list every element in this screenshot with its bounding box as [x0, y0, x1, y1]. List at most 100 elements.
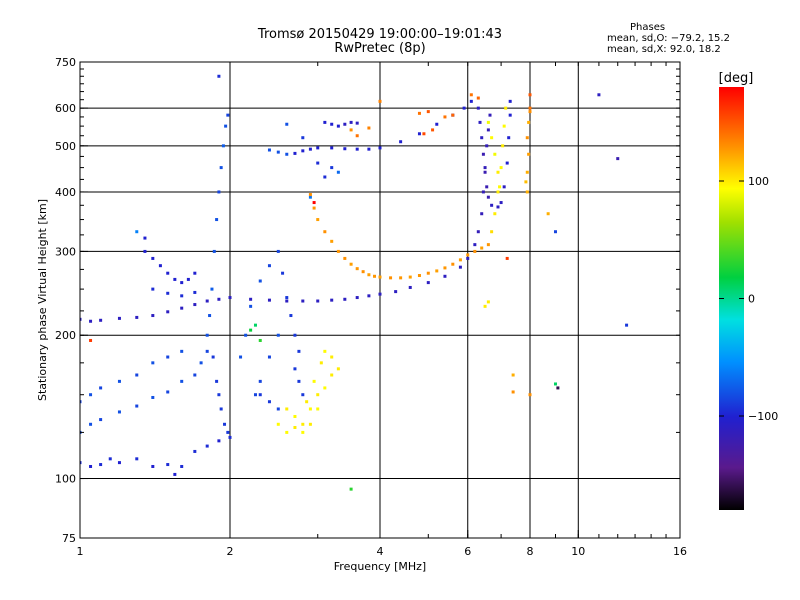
scatter-point: [226, 113, 230, 117]
scatter-point: [293, 151, 297, 155]
scatter-point: [399, 276, 403, 280]
scatter-point: [597, 93, 601, 97]
scatter-point: [211, 355, 215, 359]
scatter-point: [336, 170, 340, 174]
scatter-point: [466, 253, 470, 257]
scatter-point: [426, 281, 430, 285]
scatter-point: [166, 355, 170, 359]
scatter-point: [443, 274, 447, 278]
scatter-point: [480, 212, 484, 216]
scatter-point: [511, 373, 515, 377]
scatter-point: [301, 430, 305, 434]
scatter-point: [253, 393, 257, 397]
scatter-point: [486, 128, 490, 132]
scatter-point: [316, 407, 320, 411]
scatter-point: [308, 193, 312, 197]
scatter-point: [293, 414, 297, 418]
scatter-point: [490, 203, 494, 207]
scatter-point: [99, 318, 103, 322]
scatter-point: [312, 201, 316, 205]
x-tick-label: 16: [673, 545, 687, 558]
scatter-point: [199, 361, 203, 365]
scatter-point: [330, 122, 334, 126]
scatter-point: [476, 106, 480, 110]
scatter-point: [166, 271, 170, 275]
colorbar-ticks: 100 0 −100: [719, 175, 778, 423]
scatter-point: [151, 314, 155, 318]
scatter-point: [180, 349, 184, 353]
scatter-point: [349, 120, 353, 124]
scatter-point: [219, 407, 223, 411]
phase-stats-x-mode: mean, sd,X: 92.0, 18.2: [607, 44, 721, 55]
scatter-point: [546, 212, 550, 216]
scatter-point: [323, 120, 327, 124]
grid-lines: [80, 62, 680, 538]
scatter-point: [525, 190, 529, 194]
scatter-point: [553, 230, 557, 234]
scatter-point: [193, 303, 197, 307]
scatter-point: [443, 266, 447, 270]
scatter-point: [527, 120, 531, 124]
scatter-point: [117, 410, 121, 414]
scatter-point: [378, 275, 382, 279]
scatter-point: [504, 106, 508, 110]
scatter-point: [316, 393, 320, 397]
scatter-point: [219, 166, 223, 170]
scatter-point: [355, 147, 359, 151]
scatter-point: [293, 367, 297, 371]
scatter-point: [267, 264, 271, 268]
scatter-point: [486, 300, 490, 304]
scatter-point: [108, 457, 112, 461]
scatter-point: [217, 297, 221, 301]
scatter-point: [330, 298, 334, 302]
scatter-point: [276, 407, 280, 411]
scatter-point: [166, 463, 170, 467]
scatter-point: [258, 393, 262, 397]
scatter-point: [80, 317, 82, 321]
scatter-point: [355, 134, 359, 138]
scatter-point: [431, 128, 435, 132]
y-tick-label: 750: [55, 56, 76, 69]
scatter-point: [143, 236, 147, 240]
scatter-point: [89, 338, 93, 342]
scatter-point: [505, 161, 509, 165]
scatter-point: [330, 166, 334, 170]
scatter-point: [483, 166, 487, 170]
scatter-point: [316, 218, 320, 222]
scatter-point: [151, 287, 155, 291]
scatter-point: [527, 152, 531, 156]
scatter-point: [476, 230, 480, 234]
scatter-point: [249, 297, 253, 301]
scatter-point: [389, 276, 393, 280]
scatter-point: [228, 435, 232, 439]
scatter-point: [481, 152, 485, 156]
y-tick-label: 200: [55, 329, 76, 342]
scatter-point: [267, 298, 271, 302]
scatter-point: [378, 99, 382, 103]
scatter-point: [253, 323, 257, 327]
y-axis-label: Stationary phase Virtual Height [km]: [36, 199, 49, 401]
scatter-point: [349, 487, 353, 491]
scatter-point: [215, 379, 219, 383]
scatter-point: [502, 185, 506, 189]
scatter-point: [301, 149, 305, 153]
scatter-point: [469, 99, 473, 103]
scatter-point: [80, 461, 82, 465]
scatter-point: [180, 306, 184, 310]
x-tick-label: 8: [527, 545, 534, 558]
scatter-point: [458, 265, 462, 269]
scatter-point: [224, 124, 228, 128]
scatter-point: [507, 136, 511, 140]
scatter-point: [281, 271, 285, 275]
scatter-point: [355, 267, 359, 271]
scatter-point: [117, 316, 121, 320]
scatter-point: [443, 115, 447, 119]
scatter-point: [99, 463, 103, 467]
scatter-point: [293, 333, 297, 337]
scatter-point: [323, 175, 327, 179]
scatter-point: [553, 382, 557, 386]
scatter-point: [80, 400, 82, 404]
scatter-point: [343, 297, 347, 301]
scatter-point: [217, 190, 221, 194]
